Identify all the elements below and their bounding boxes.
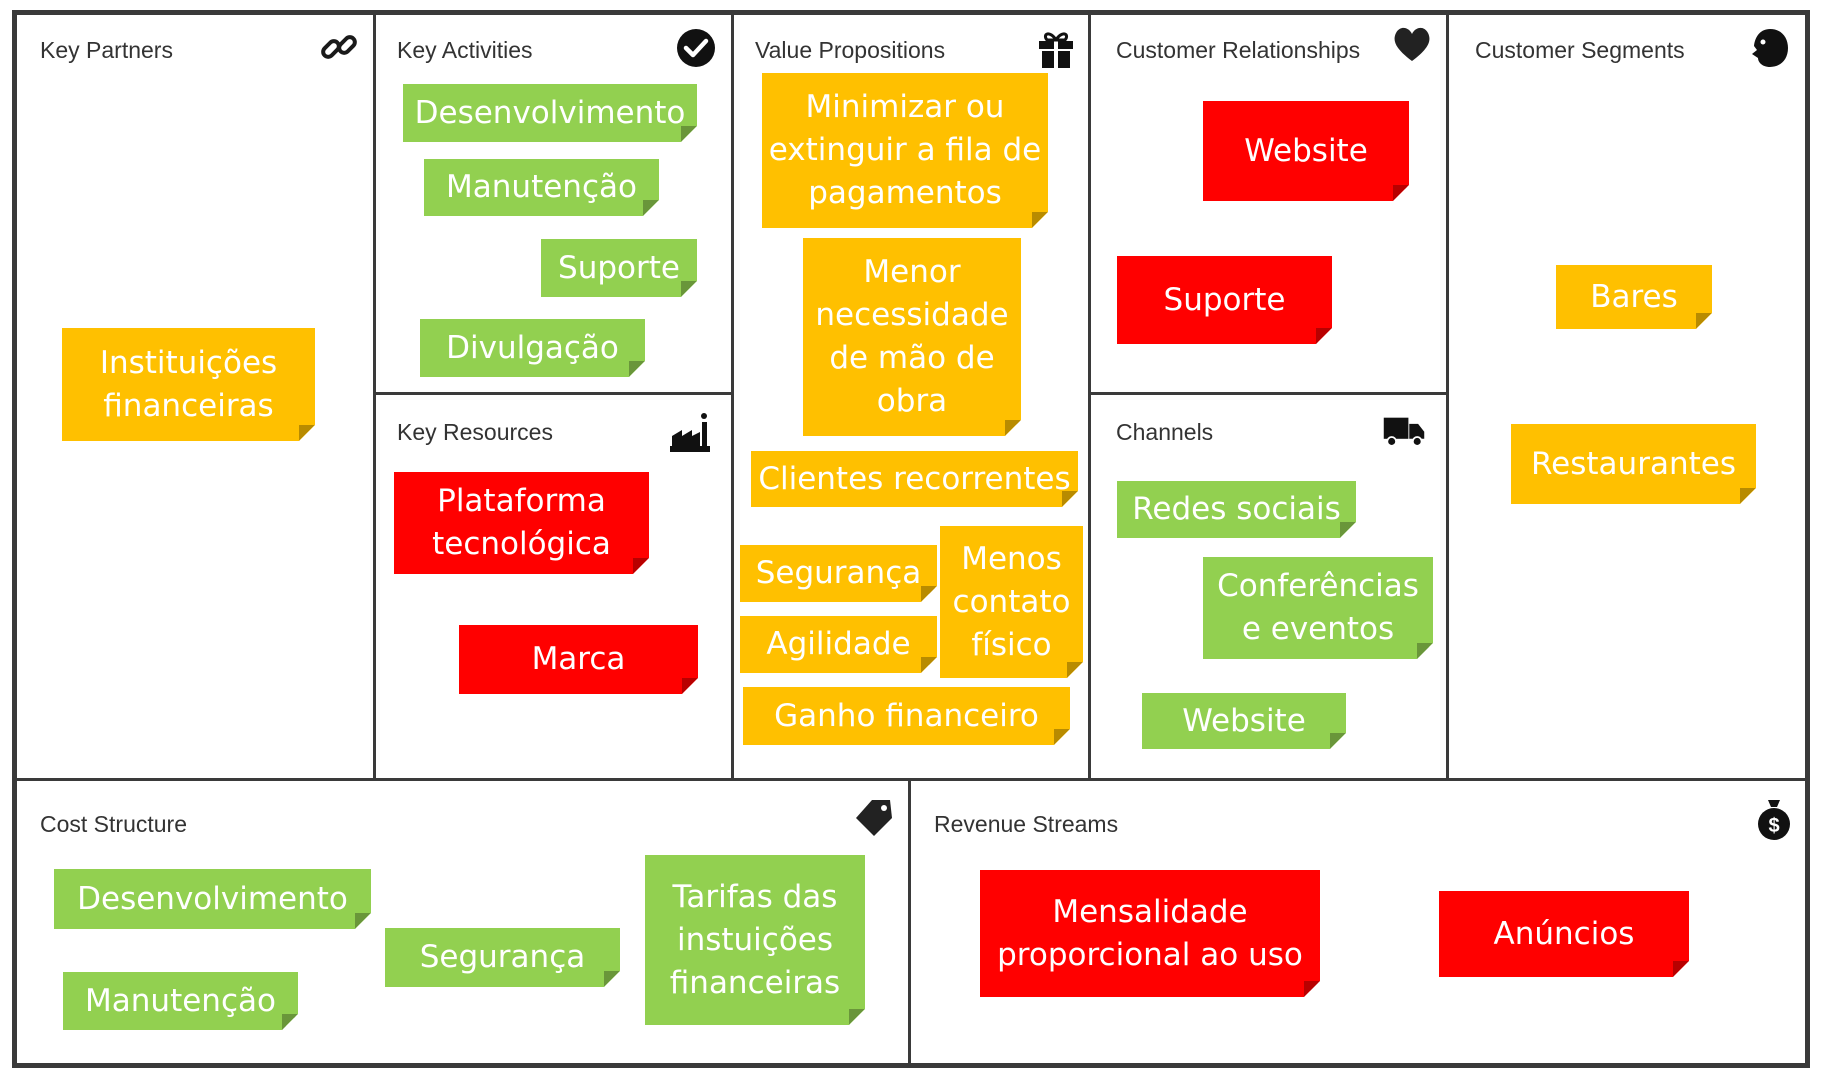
money-bag-icon: $ xyxy=(1758,800,1790,840)
note-bares: Bares xyxy=(1556,265,1712,329)
divider xyxy=(1446,10,1449,780)
note-website-channel: Website xyxy=(1142,693,1346,749)
customer-segments-title: Customer Segments xyxy=(1475,37,1685,63)
note-menos-contato-fisico: Menos contato físico xyxy=(940,526,1083,678)
truck-icon xyxy=(1383,417,1425,447)
note-clientes-recorrentes: Clientes recorrentes xyxy=(751,451,1078,507)
canvas-frame xyxy=(12,10,1810,1068)
key-activities-title: Key Activities xyxy=(397,37,533,63)
gift-icon xyxy=(1039,32,1073,68)
divider xyxy=(1088,392,1446,395)
revenue-streams-title: Revenue Streams xyxy=(934,811,1119,837)
note-ganho-financeiro: Ganho financeiro xyxy=(743,687,1070,745)
divider xyxy=(1088,10,1091,780)
note-cost-manutencao: Manutenção xyxy=(63,972,298,1030)
note-restaurantes: Restaurantes xyxy=(1511,424,1756,504)
note-suporte-relationship: Suporte xyxy=(1117,256,1332,344)
factory-icon xyxy=(670,413,710,452)
divider xyxy=(373,392,731,395)
note-agilidade: Agilidade xyxy=(740,616,937,673)
link-icon xyxy=(321,35,357,59)
note-divulgacao: Divulgação xyxy=(420,319,645,377)
note-cost-desenvolvimento: Desenvolvimento xyxy=(54,869,371,929)
note-manutencao: Manutenção xyxy=(424,159,659,216)
note-conferencias-eventos: Conferências e eventos xyxy=(1203,557,1433,659)
note-plataforma-tecnologica: Plataforma tecnológica xyxy=(394,472,649,574)
note-seguranca: Segurança xyxy=(740,545,937,602)
note-suporte: Suporte xyxy=(541,239,697,297)
note-website-relationship: Website xyxy=(1203,101,1409,201)
note-desenvolvimento: Desenvolvimento xyxy=(403,84,697,142)
key-resources-title: Key Resources xyxy=(397,419,553,445)
channels-title: Channels xyxy=(1116,419,1214,445)
note-menor-necessidade: Menor necessidade de mão de obra xyxy=(803,238,1021,436)
divider xyxy=(731,10,734,780)
note-minimizar-fila: Minimizar ou extinguir a fila de pagamen… xyxy=(762,73,1048,228)
price-tag-icon xyxy=(856,800,892,838)
note-mensalidade: Mensalidade proporcional ao uso xyxy=(980,870,1320,997)
customer-relationships-title: Customer Relationships xyxy=(1116,37,1361,63)
note-cost-seguranca: Segurança xyxy=(385,928,620,987)
note-tarifas-instituicoes: Tarifas das instuições financeiras xyxy=(645,855,865,1025)
svg-text:$: $ xyxy=(1768,815,1779,837)
heart-icon xyxy=(1394,27,1430,61)
divider xyxy=(12,778,1810,781)
key-partners-title: Key Partners xyxy=(40,37,173,63)
person-head-icon xyxy=(1752,29,1788,67)
divider xyxy=(908,778,911,1068)
cost-structure-title: Cost Structure xyxy=(40,811,187,837)
note-instituicoes-financeiras: Instituições financeiras xyxy=(62,328,315,441)
value-propositions-title: Value Propositions xyxy=(755,37,946,63)
divider xyxy=(373,10,376,780)
note-redes-sociais: Redes sociais xyxy=(1117,481,1356,538)
checkmark-icon xyxy=(677,29,715,67)
note-anuncios: Anúncios xyxy=(1439,891,1689,977)
note-marca: Marca xyxy=(459,625,698,694)
